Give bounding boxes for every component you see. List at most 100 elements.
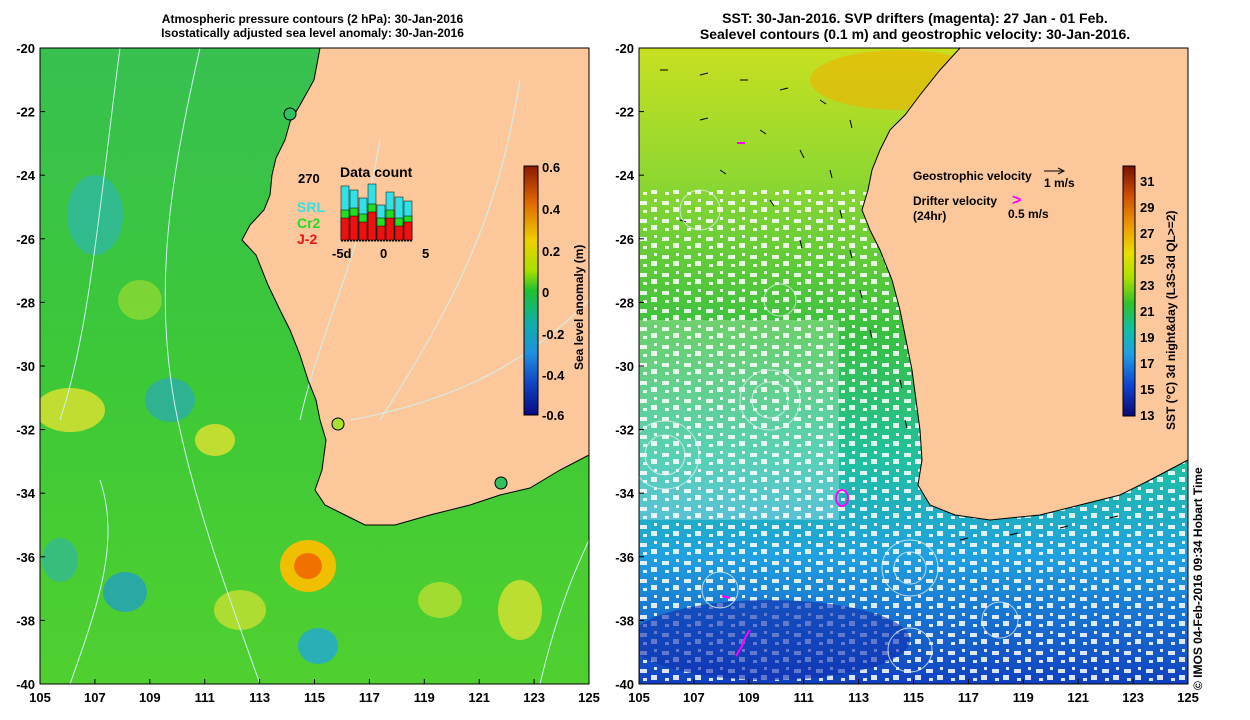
sla-tick: 0.4 bbox=[542, 202, 561, 217]
inset-x-tick: 5 bbox=[422, 246, 429, 261]
sla-anomaly-blobs bbox=[40, 175, 542, 664]
right-coastline bbox=[861, 48, 1188, 521]
left-pressure-contours bbox=[59, 48, 589, 684]
sst-tick: 17 bbox=[1140, 356, 1154, 371]
left-y-tick-label: -22 bbox=[16, 105, 35, 120]
cloud-mask bbox=[639, 320, 839, 520]
svp-drifter-tracks bbox=[721, 142, 849, 657]
right-y-tick-label: -24 bbox=[615, 168, 635, 183]
sla-tick: -0.4 bbox=[542, 368, 565, 383]
sst-tick: 21 bbox=[1140, 304, 1154, 319]
inset-bar bbox=[394, 225, 404, 241]
sst-tick: 19 bbox=[1140, 330, 1154, 345]
tide-gauge-marker bbox=[494, 476, 508, 490]
right-y-tick-label: -36 bbox=[615, 550, 634, 565]
sst-tick: 31 bbox=[1140, 174, 1154, 189]
right-panel-title: SST: 30-Jan-2016. SVP drifters (magenta)… bbox=[650, 10, 1180, 42]
inset-bar bbox=[340, 217, 350, 241]
left-y-tick-label: -20 bbox=[16, 41, 35, 56]
sst-tick: 25 bbox=[1140, 252, 1154, 267]
right-x-tick-label: 119 bbox=[1013, 690, 1034, 705]
right-land bbox=[862, 48, 1188, 520]
inset-legend-cr2: Cr2 bbox=[297, 215, 321, 231]
left-y-tick-label: -24 bbox=[16, 168, 36, 183]
left-y-tick-label: -28 bbox=[16, 295, 35, 310]
geo-velocity-scale: 1 m/s bbox=[1044, 176, 1075, 190]
left-x-tick-label: 109 bbox=[139, 690, 161, 705]
data-count-inset: Data count 270 SRL Cr2 J-2 bbox=[297, 164, 429, 261]
left-y-tick-label: -26 bbox=[16, 232, 35, 247]
left-land bbox=[242, 48, 589, 525]
right-y-tick-label: -32 bbox=[615, 423, 634, 438]
inset-bar bbox=[358, 221, 368, 241]
inset-bar bbox=[367, 211, 377, 241]
sst-tick: 27 bbox=[1140, 226, 1154, 241]
sla-tick: 0.2 bbox=[542, 244, 560, 259]
right-x-tick-label: 111 bbox=[794, 690, 814, 705]
sla-tick: -0.2 bbox=[542, 327, 564, 342]
inset-bar bbox=[349, 215, 359, 241]
inset-max-label: 270 bbox=[298, 171, 320, 186]
drifter-scale: 0.5 m/s bbox=[1008, 207, 1049, 221]
left-x-tick-label: 121 bbox=[468, 690, 490, 705]
sla-colorbar-title: Sea level anomaly (m) bbox=[572, 244, 586, 370]
inset-bar bbox=[403, 221, 413, 241]
inset-x-tick: -5d bbox=[332, 246, 352, 261]
left-y-tick-label: -30 bbox=[16, 359, 35, 374]
inset-legend-srl: SRL bbox=[297, 199, 325, 215]
tide-gauge-marker bbox=[283, 107, 297, 121]
sla-colorbar-ticks: 0.6 0.4 0.2 0 -0.2 -0.4 -0.6 bbox=[542, 160, 565, 423]
right-x-tick-label: 123 bbox=[1122, 690, 1144, 705]
left-title-line1: Atmospheric pressure contours (2 hPa): 3… bbox=[161, 12, 464, 26]
sla-tick: 0 bbox=[542, 285, 549, 300]
right-y-tick-label: -40 bbox=[615, 677, 634, 692]
left-x-tick-label: 123 bbox=[523, 690, 545, 705]
geo-velocity-label: Geostrophic velocity bbox=[913, 169, 1032, 183]
left-y-tick-label: -32 bbox=[16, 423, 35, 438]
right-y-tick-label: -20 bbox=[615, 41, 634, 56]
right-x-tick-label: 109 bbox=[738, 690, 760, 705]
geostrophic-arrows bbox=[660, 69, 1119, 541]
sst-colorbar: 31 29 27 25 23 21 19 17 15 13 bbox=[1122, 165, 1154, 423]
sst-tick: 15 bbox=[1140, 382, 1154, 397]
sst-tick: 13 bbox=[1140, 408, 1154, 423]
inset-bar bbox=[385, 217, 395, 241]
right-title-line1: SST: 30-Jan-2016. SVP drifters (magenta)… bbox=[722, 10, 1108, 26]
right-y-tick-label: -26 bbox=[615, 232, 634, 247]
geo-velocity-arrowhead bbox=[1057, 167, 1066, 175]
right-y-tick-label: -34 bbox=[615, 486, 635, 501]
right-y-tick-label: -30 bbox=[615, 359, 634, 374]
right-x-tick-label: 121 bbox=[1067, 690, 1089, 705]
credit-text: © IMOS 04-Feb-2016 09:34 Hobart Time bbox=[1191, 467, 1205, 690]
left-x-tick-label: 107 bbox=[84, 690, 106, 705]
sst-colorbar-title: SST (°C) 3d night&day (L3S-3d QL>=2) bbox=[1164, 210, 1178, 431]
left-x-tick-label: 119 bbox=[414, 690, 435, 705]
left-x-tick-label: 105 bbox=[29, 690, 51, 705]
left-panel-title: Atmospheric pressure contours (2 hPa): 3… bbox=[90, 12, 535, 40]
cold-water bbox=[639, 600, 910, 680]
right-x-tick-label: 115 bbox=[903, 690, 924, 705]
right-x-tick-label: 113 bbox=[848, 690, 869, 705]
inset-bar bbox=[376, 225, 386, 241]
inset-x-tick: 0 bbox=[380, 246, 387, 261]
left-y-tick-label: -34 bbox=[16, 486, 36, 501]
left-y-tick-label: -40 bbox=[16, 677, 35, 692]
sealevel-contours bbox=[639, 189, 1019, 673]
right-y-tick-label: -38 bbox=[615, 613, 634, 628]
right-y-tick-label: -22 bbox=[615, 105, 634, 120]
right-map bbox=[639, 48, 1188, 684]
left-coastline bbox=[241, 48, 589, 526]
right-x-tick-label: 107 bbox=[683, 690, 705, 705]
axis-layer: 105 107 109 111 113 115 117 119 121 123 125 -20 -22 -… bbox=[16, 41, 1199, 705]
sst-tick: 23 bbox=[1140, 278, 1154, 293]
left-y-tick-label: -38 bbox=[16, 613, 35, 628]
left-map bbox=[40, 48, 589, 684]
sst-tick: 29 bbox=[1140, 200, 1154, 215]
right-x-tick-label: 125 bbox=[1177, 690, 1199, 705]
sla-tick: 0.6 bbox=[542, 160, 560, 175]
inset-title: Data count bbox=[340, 164, 413, 180]
inset-legend-j2: J-2 bbox=[297, 231, 317, 247]
drifter-label-line1: Drifter velocity bbox=[913, 194, 997, 208]
right-y-tick-label: -28 bbox=[615, 295, 634, 310]
